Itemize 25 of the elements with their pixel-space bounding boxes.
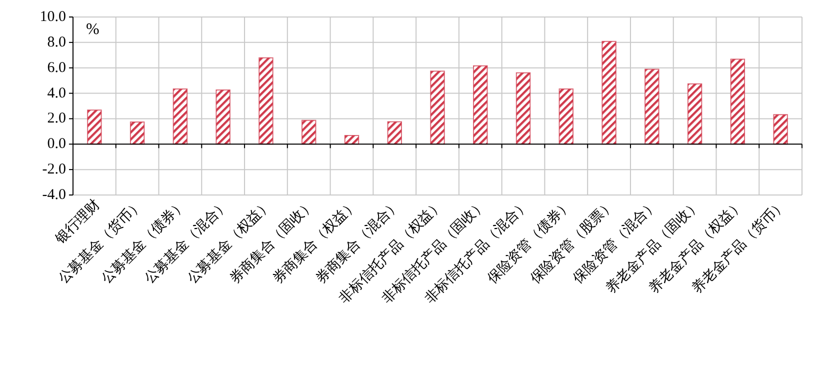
bar	[258, 57, 274, 145]
y-tick-label: -2.0	[42, 162, 66, 178]
bar	[687, 83, 702, 145]
bar	[172, 88, 188, 145]
bar	[773, 114, 788, 145]
bar	[87, 110, 102, 145]
bar	[430, 70, 445, 145]
bar	[516, 72, 531, 145]
y-tick-label: -4.0	[42, 187, 66, 203]
y-tick-label: 8.0	[47, 34, 66, 50]
y-tick-label: 0.0	[47, 136, 66, 152]
bar	[301, 120, 316, 145]
y-axis-title: %	[86, 21, 100, 38]
bar	[644, 68, 660, 145]
bar	[730, 58, 746, 145]
y-tick-label: 6.0	[47, 60, 66, 76]
bar	[387, 121, 402, 145]
bar	[473, 65, 488, 145]
bar	[130, 122, 145, 145]
bar	[216, 89, 230, 145]
bar	[602, 40, 616, 145]
y-tick-label: 2.0	[47, 110, 66, 127]
y-tick-label: 10.0	[40, 9, 66, 25]
bar	[558, 88, 574, 145]
y-tick-label: 4.0	[47, 85, 66, 102]
